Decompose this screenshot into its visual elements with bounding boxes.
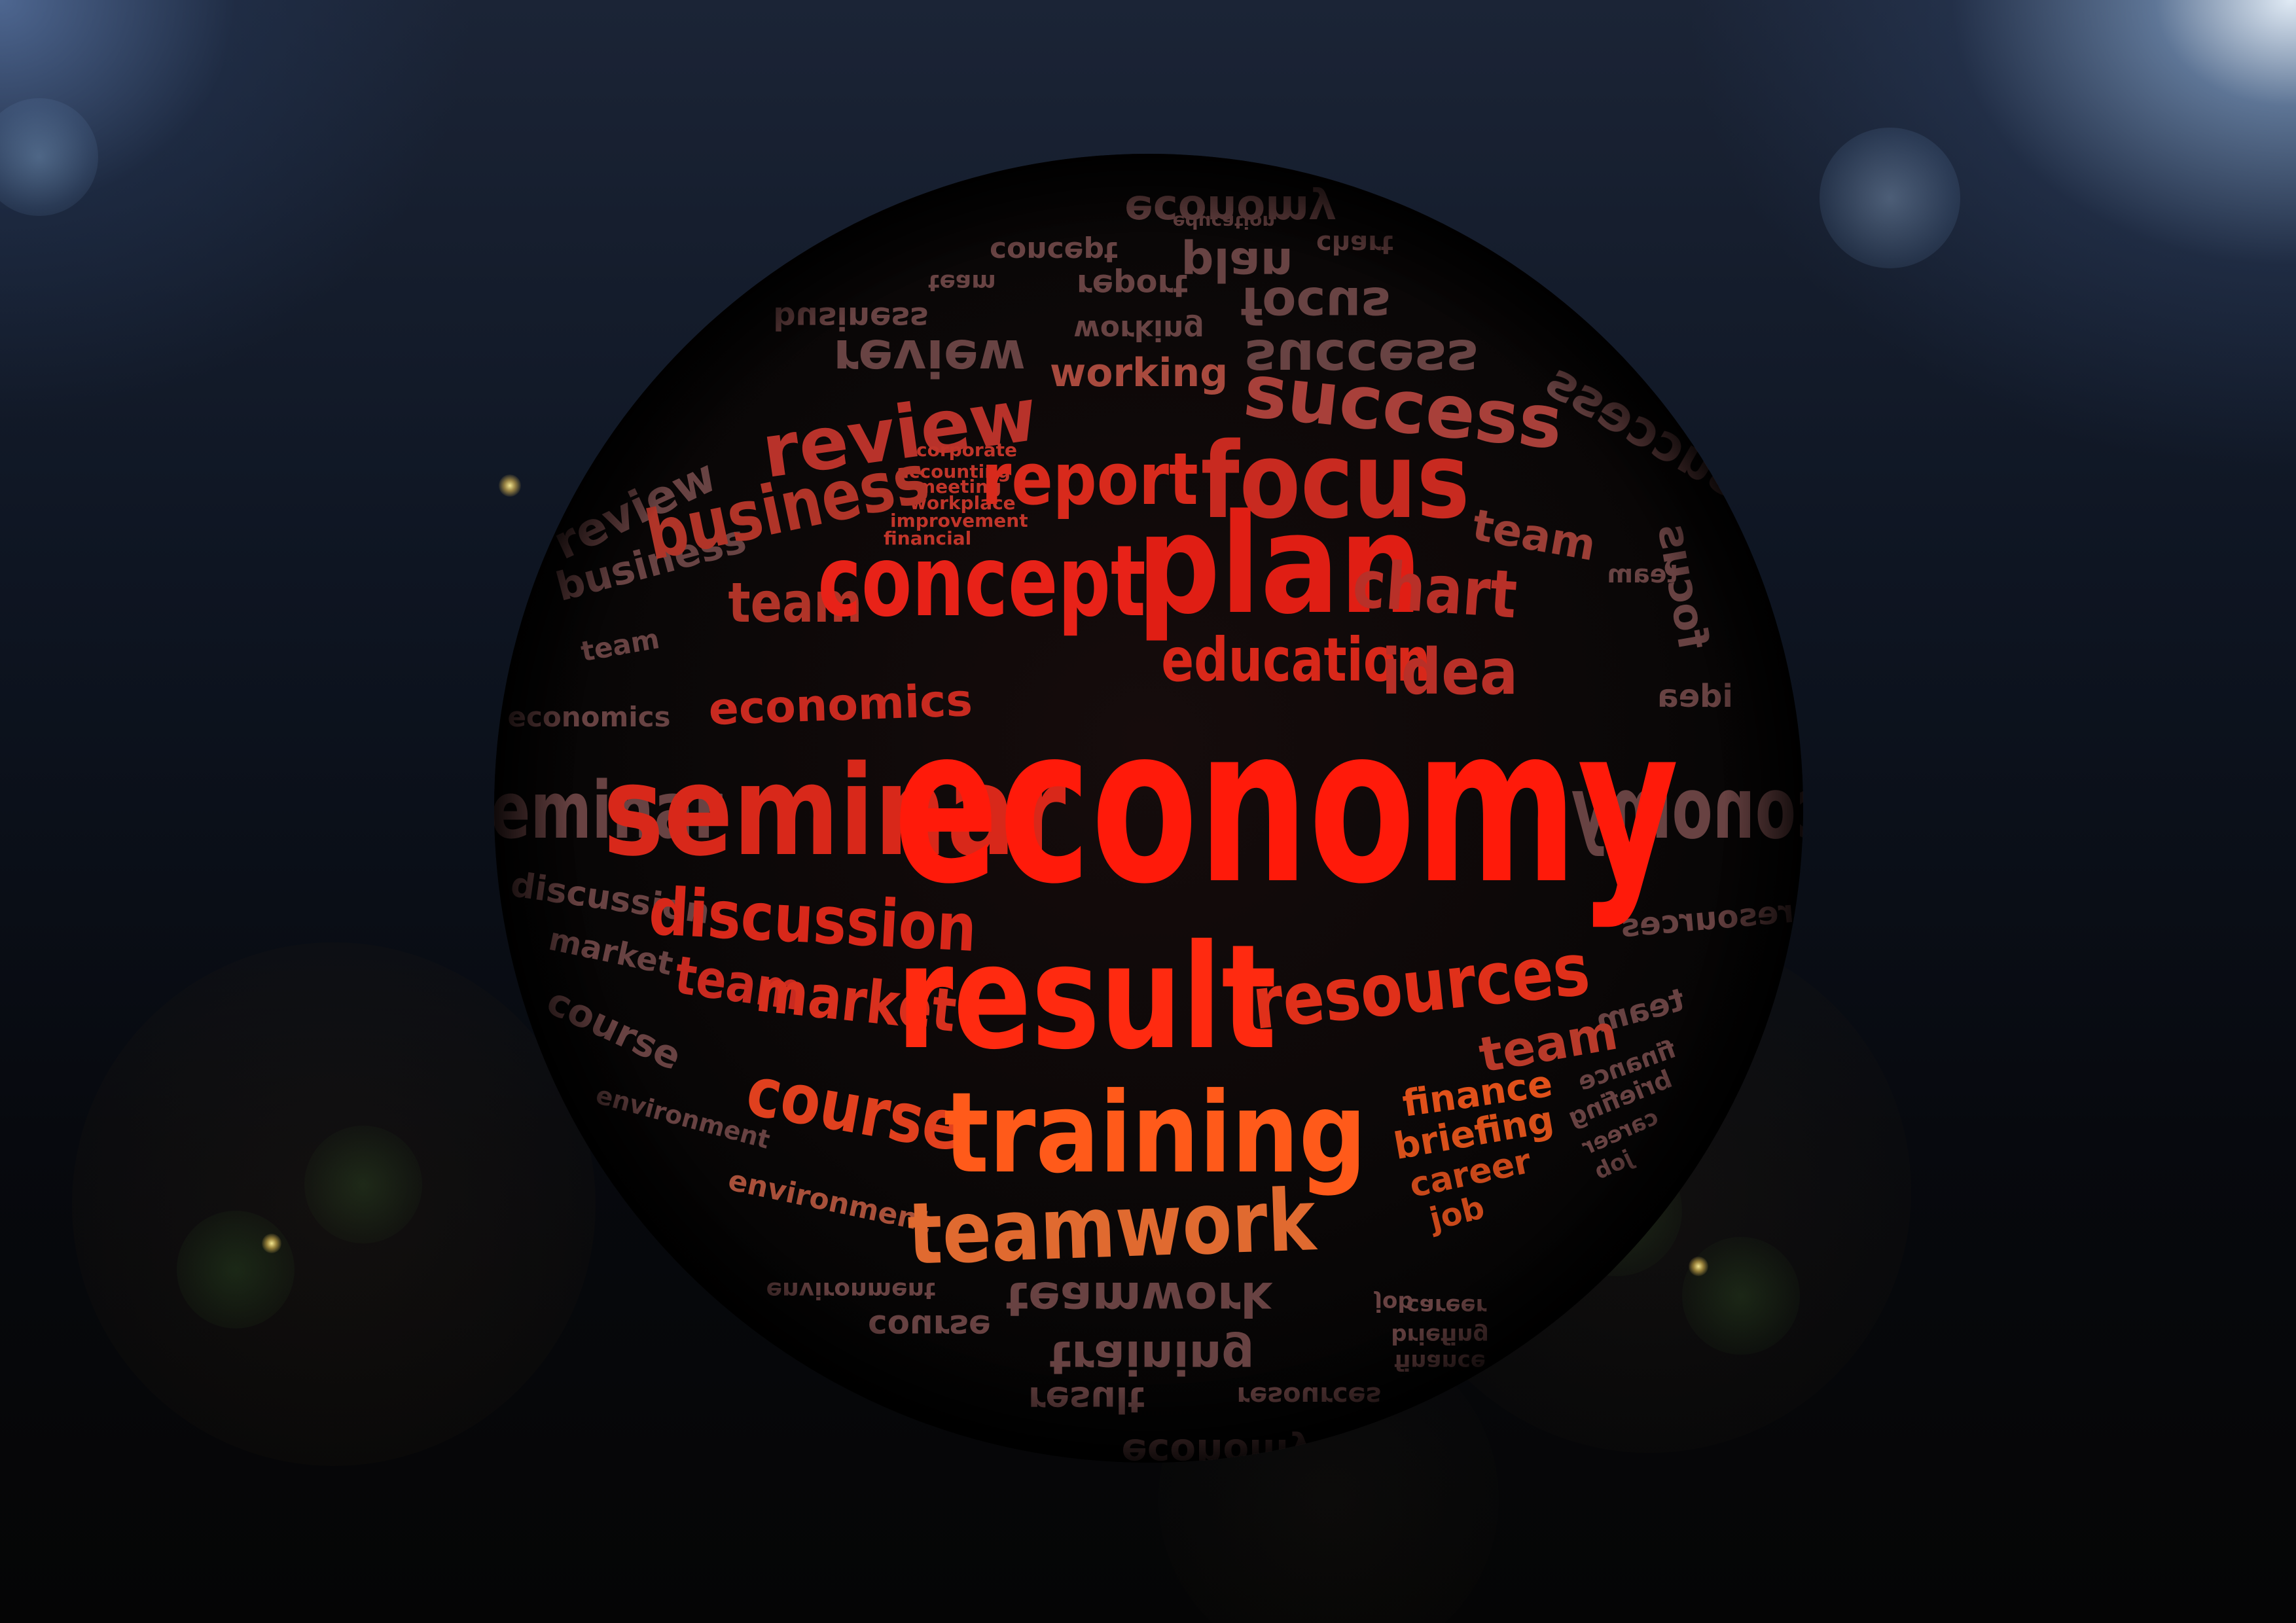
globe-rim-shadow xyxy=(494,154,1803,1463)
